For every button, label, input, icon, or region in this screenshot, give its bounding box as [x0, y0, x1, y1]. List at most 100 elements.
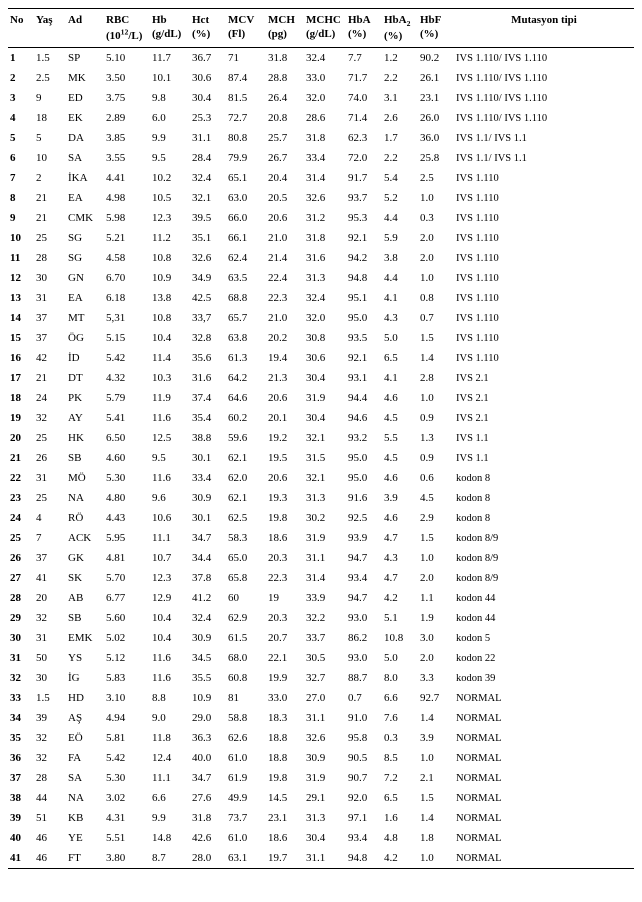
data-table: No Yaş Ad RBC (1012/L) Hb (g/dL) Hct (%)… — [8, 8, 634, 869]
cell-mchc: 31.3 — [304, 808, 346, 828]
cell-ad: ACK — [66, 528, 104, 548]
cell-hbf: 1.0 — [418, 388, 454, 408]
cell-yas: 21 — [34, 208, 66, 228]
cell-hba: 95.1 — [346, 288, 382, 308]
cell-mch: 20.6 — [266, 388, 304, 408]
cell-hbf: 92.7 — [418, 688, 454, 708]
cell-mch: 26.4 — [266, 88, 304, 108]
cell-ad: AY — [66, 408, 104, 428]
cell-mut: IVS 1.110 — [454, 248, 634, 268]
cell-hba2: 4.7 — [382, 568, 418, 588]
cell-hct: 35.1 — [190, 228, 226, 248]
cell-hbf: 2.8 — [418, 368, 454, 388]
cell-no: 15 — [8, 328, 34, 348]
cell-mcv: 62.4 — [226, 248, 266, 268]
cell-hba2: 4.6 — [382, 508, 418, 528]
cell-hct: 38.8 — [190, 428, 226, 448]
cell-hct: 34.7 — [190, 768, 226, 788]
cell-mcv: 49.9 — [226, 788, 266, 808]
cell-hb: 14.8 — [150, 828, 190, 848]
cell-hct: 32.1 — [190, 188, 226, 208]
table-row: 821EA4.9810.532.163.020.532.693.75.21.0I… — [8, 188, 634, 208]
cell-yas: 7 — [34, 528, 66, 548]
cell-mcv: 62.1 — [226, 448, 266, 468]
cell-mch: 19.4 — [266, 348, 304, 368]
cell-hct: 30.4 — [190, 88, 226, 108]
cell-mcv: 65.7 — [226, 308, 266, 328]
cell-mut: kodon 5 — [454, 628, 634, 648]
cell-hbf: 26.0 — [418, 108, 454, 128]
cell-yas: 41 — [34, 568, 66, 588]
cell-hba: 91.0 — [346, 708, 382, 728]
cell-yas: 50 — [34, 648, 66, 668]
cell-hct: 30.6 — [190, 68, 226, 88]
cell-hba2: 7.2 — [382, 768, 418, 788]
cell-hct: 32.4 — [190, 168, 226, 188]
cell-mcv: 73.7 — [226, 808, 266, 828]
cell-hbf: 0.8 — [418, 288, 454, 308]
cell-ad: NA — [66, 488, 104, 508]
cell-mchc: 30.9 — [304, 748, 346, 768]
cell-hbf: 3.9 — [418, 728, 454, 748]
cell-mch: 21.0 — [266, 308, 304, 328]
cell-no: 8 — [8, 188, 34, 208]
cell-mcv: 61.0 — [226, 748, 266, 768]
cell-no: 17 — [8, 368, 34, 388]
cell-hba: 94.7 — [346, 548, 382, 568]
cell-rbc: 4.98 — [104, 188, 150, 208]
cell-ad: GK — [66, 548, 104, 568]
cell-mcv: 68.0 — [226, 648, 266, 668]
cell-mch: 23.1 — [266, 808, 304, 828]
cell-hb: 11.8 — [150, 728, 190, 748]
table-row: 1025SG5.2111.235.166.121.031.892.15.92.0… — [8, 228, 634, 248]
cell-hct: 36.3 — [190, 728, 226, 748]
table-row: 2126SB4.609.530.162.119.531.595.04.50.9I… — [8, 448, 634, 468]
cell-hba2: 4.6 — [382, 468, 418, 488]
cell-rbc: 4.43 — [104, 508, 150, 528]
col-hct-label: Hct — [192, 14, 209, 26]
cell-hba: 92.1 — [346, 228, 382, 248]
cell-mch: 19.8 — [266, 768, 304, 788]
cell-hbf: 1.0 — [418, 548, 454, 568]
cell-hba2: 4.7 — [382, 528, 418, 548]
table-row: 921CMK5.9812.339.566.020.631.295.34.40.3… — [8, 208, 634, 228]
cell-yas: 46 — [34, 828, 66, 848]
cell-rbc: 5.30 — [104, 468, 150, 488]
cell-no: 30 — [8, 628, 34, 648]
cell-mch: 20.5 — [266, 188, 304, 208]
cell-mut: IVS 1.110 — [454, 348, 634, 368]
cell-mch: 14.5 — [266, 788, 304, 808]
cell-ad: SB — [66, 608, 104, 628]
col-mch-label: MCH — [268, 14, 295, 26]
cell-mcv: 81.5 — [226, 88, 266, 108]
cell-rbc: 5.10 — [104, 48, 150, 69]
cell-mcv: 62.0 — [226, 468, 266, 488]
cell-hb: 9.9 — [150, 128, 190, 148]
cell-hba: 95.3 — [346, 208, 382, 228]
table-row: 1824PK5.7911.937.464.620.631.994.44.61.0… — [8, 388, 634, 408]
cell-rbc: 5.21 — [104, 228, 150, 248]
cell-no: 23 — [8, 488, 34, 508]
col-mcv: MCV (Fl) — [226, 9, 266, 48]
cell-ad: EA — [66, 188, 104, 208]
cell-mchc: 32.4 — [304, 48, 346, 69]
cell-hba2: 4.2 — [382, 588, 418, 608]
cell-no: 13 — [8, 288, 34, 308]
cell-hba: 97.1 — [346, 808, 382, 828]
cell-mch: 20.8 — [266, 108, 304, 128]
cell-hba: 88.7 — [346, 668, 382, 688]
cell-hct: 34.7 — [190, 528, 226, 548]
cell-mcv: 80.8 — [226, 128, 266, 148]
cell-hba: 94.7 — [346, 588, 382, 608]
cell-hct: 34.9 — [190, 268, 226, 288]
cell-yas: 5 — [34, 128, 66, 148]
cell-mchc: 31.9 — [304, 388, 346, 408]
cell-hba2: 6.5 — [382, 788, 418, 808]
cell-mchc: 32.6 — [304, 188, 346, 208]
cell-ad: İKA — [66, 168, 104, 188]
cell-rbc: 3.85 — [104, 128, 150, 148]
cell-mchc: 31.8 — [304, 128, 346, 148]
cell-hba: 94.4 — [346, 388, 382, 408]
cell-mut: IVS 1.110 — [454, 228, 634, 248]
cell-ad: SA — [66, 148, 104, 168]
